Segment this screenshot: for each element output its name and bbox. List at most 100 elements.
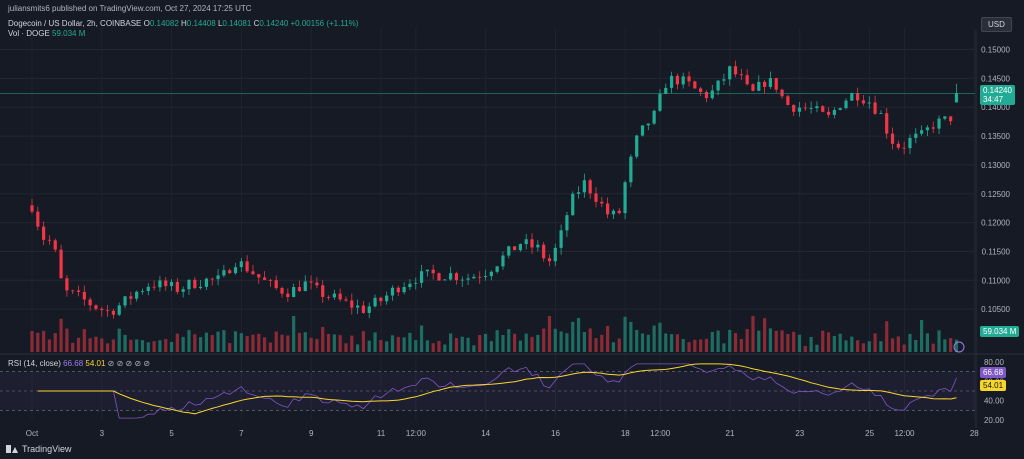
candle-body (542, 244, 546, 259)
candle-body (821, 106, 825, 112)
candle-body (105, 310, 110, 311)
rsi-value: 66.68 (63, 359, 84, 368)
volume-bar (669, 334, 674, 352)
indicator-controls[interactable]: ⊘ ⊘ ⊘ ⊘ ⊘ (107, 359, 151, 368)
candle-body (699, 88, 703, 92)
ohlc-open: O0.14082 (143, 19, 179, 28)
volume-bar (367, 340, 371, 352)
volume-bar (59, 318, 63, 352)
volume-bar (600, 334, 604, 352)
volume-bar (536, 334, 540, 352)
candle-body (379, 297, 383, 302)
last-price-tag: 0.14240 34:47 (980, 85, 1015, 105)
volume-bar (495, 330, 499, 352)
candle-body (478, 276, 482, 278)
candle-body (803, 107, 807, 109)
candle-body (856, 93, 860, 101)
volume-bar (390, 335, 395, 352)
price-tick-label: 0.13500 (981, 132, 1010, 141)
candle-body (890, 133, 895, 144)
volume-bar (88, 338, 92, 352)
candle-body (635, 135, 639, 157)
rsi-ma-line (37, 363, 957, 415)
candle-body (135, 291, 139, 299)
volume-bar (42, 330, 46, 352)
price-tick-label: 0.11000 (982, 276, 1011, 285)
volume-bar (524, 333, 528, 352)
currency-button[interactable]: USD (981, 17, 1012, 32)
candle-body (65, 278, 69, 291)
volume-bar (449, 333, 453, 352)
volume-bar (640, 333, 645, 352)
footer-logo[interactable]: TradingView (6, 444, 72, 454)
volume-bar (297, 332, 302, 352)
price-tick-label: 0.14500 (981, 74, 1010, 83)
candle-body (512, 246, 517, 251)
candle-body (437, 273, 441, 281)
time-tick-label: 14 (481, 429, 490, 438)
volume-bar (914, 339, 918, 352)
candle-body (617, 210, 621, 214)
volume-bar (518, 340, 523, 352)
volume-bar (751, 316, 755, 352)
volume-bar (379, 340, 383, 352)
volume-bar (251, 334, 255, 352)
candle-body (332, 293, 336, 298)
time-tick-label: 25 (865, 429, 874, 438)
volume-bar (733, 333, 738, 352)
rsi-ma-tag: 54.01 (980, 380, 1007, 391)
candle-body (571, 193, 575, 216)
volume-bar (414, 340, 418, 352)
volume-bar (879, 341, 883, 352)
candle-body (536, 244, 540, 248)
candle-body (140, 291, 145, 292)
candle-body (338, 293, 342, 300)
volume-bar (867, 341, 871, 352)
volume-bar (239, 333, 243, 352)
candle-body (297, 287, 302, 292)
volume-bar (350, 335, 354, 352)
candle-body (594, 193, 598, 202)
volume-bar (262, 337, 267, 352)
candle-body (943, 116, 947, 119)
volume-bar (76, 337, 81, 352)
volume-bar (658, 322, 662, 352)
candle-body (600, 201, 604, 204)
candle-body (565, 215, 569, 231)
candle-body (611, 210, 616, 215)
candle-body (797, 107, 802, 112)
rsi-line (37, 363, 957, 419)
ohlc-high: H0.14408 (181, 19, 216, 28)
volume-bar (687, 342, 691, 352)
volume-label: Vol · DOGE (8, 29, 50, 38)
time-tick-label: 9 (309, 429, 314, 438)
price-tick-label: 0.10500 (981, 305, 1010, 314)
candle-body (268, 279, 272, 281)
volume-legend: Vol · DOGE 59.034 M (8, 29, 85, 38)
volume-bar (902, 344, 906, 352)
candle-body (169, 281, 174, 287)
volume-bar (815, 344, 819, 352)
candle-body (652, 110, 656, 124)
volume-bar (315, 339, 319, 352)
candle-body (454, 273, 459, 281)
candle-body (792, 105, 796, 112)
candle-body (507, 246, 511, 256)
symbol-legend: Dogecoin / US Dollar, 2h, COINBASE O0.14… (8, 19, 358, 28)
candle-body (356, 305, 360, 308)
volume-bar (606, 325, 610, 352)
candle-body (495, 266, 499, 272)
volume-bar (890, 338, 895, 352)
candle-body (94, 305, 98, 309)
candle-body (88, 299, 92, 306)
candle-body (809, 108, 813, 109)
candle-body (780, 89, 784, 97)
price-change: +0.00156 (+1.11%) (290, 19, 359, 28)
volume-bar (937, 330, 941, 352)
volume-bar (757, 330, 761, 352)
candle-body (873, 102, 877, 114)
rsi-tick-label: 20.00 (984, 416, 1005, 425)
candle-body (321, 285, 325, 297)
candle-body (908, 137, 912, 149)
